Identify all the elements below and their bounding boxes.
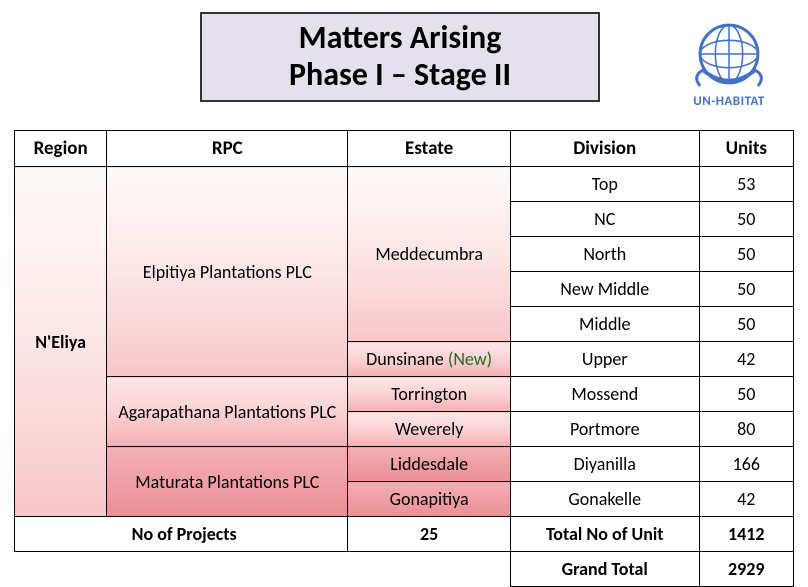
- cell-estate-4: Weverely: [348, 412, 511, 447]
- logo-label: UN-HABITAT: [674, 94, 784, 109]
- cell-units: 42: [699, 342, 793, 377]
- table-footer-row: No of Projects 25 Total No of Unit 1412: [15, 517, 794, 552]
- title-line-2: Phase I – Stage II: [212, 57, 588, 94]
- cell-estate-2: Dunsinane (New): [348, 342, 511, 377]
- cell-division: Portmore: [510, 412, 699, 447]
- cell-division: Gonakelle: [510, 482, 699, 517]
- cell-division: New Middle: [510, 272, 699, 307]
- cell-units: 53: [699, 167, 793, 202]
- cell-units: 50: [699, 272, 793, 307]
- cell-estate-3: Torrington: [348, 377, 511, 412]
- header-division: Division: [510, 131, 699, 167]
- cell-division: Middle: [510, 307, 699, 342]
- cell-region: N'Eliya: [15, 167, 107, 517]
- cell-rpc-2: Agarapathana Plantations PLC: [107, 377, 348, 447]
- cell-division: Mossend: [510, 377, 699, 412]
- header-region: Region: [15, 131, 107, 167]
- cell-division: Top: [510, 167, 699, 202]
- cell-units: 166: [699, 447, 793, 482]
- header-units: Units: [699, 131, 793, 167]
- grand-total-value: 2929: [699, 552, 793, 587]
- cell-division: North: [510, 237, 699, 272]
- title-line-1: Matters Arising: [212, 20, 588, 57]
- cell-estate-5: Liddesdale: [348, 447, 511, 482]
- cell-rpc-3: Maturata Plantations PLC: [107, 447, 348, 517]
- estate-name: Dunsinane: [366, 348, 448, 370]
- total-units-label: Total No of Unit: [510, 517, 699, 552]
- cell-units: 50: [699, 377, 793, 412]
- no-of-projects-label: No of Projects: [15, 517, 348, 552]
- cell-units: 50: [699, 237, 793, 272]
- un-habitat-icon: [691, 16, 767, 92]
- table-row: Agarapathana Plantations PLC Torrington …: [15, 377, 794, 412]
- table-footer-row: Grand Total 2929: [15, 552, 794, 587]
- table-row: N'Eliya Elpitiya Plantations PLC Meddecu…: [15, 167, 794, 202]
- cell-rpc-1: Elpitiya Plantations PLC: [107, 167, 348, 377]
- grand-total-label: Grand Total: [510, 552, 699, 587]
- cell-units: 80: [699, 412, 793, 447]
- table-header-row: Region RPC Estate Division Units: [15, 131, 794, 167]
- cell-division: Diyanilla: [510, 447, 699, 482]
- empty-cell: [15, 552, 511, 587]
- slide-title: Matters Arising Phase I – Stage II: [200, 12, 600, 102]
- estate-new-tag: (New): [448, 348, 492, 370]
- no-of-projects-value: 25: [348, 517, 511, 552]
- header-rpc: RPC: [107, 131, 348, 167]
- cell-division: Upper: [510, 342, 699, 377]
- un-habitat-logo: UN-HABITAT: [674, 16, 784, 109]
- cell-units: 50: [699, 307, 793, 342]
- cell-units: 42: [699, 482, 793, 517]
- data-table: Region RPC Estate Division Units N'Eliya…: [14, 130, 794, 587]
- header-estate: Estate: [348, 131, 511, 167]
- cell-units: 50: [699, 202, 793, 237]
- table-row: Maturata Plantations PLC Liddesdale Diya…: [15, 447, 794, 482]
- cell-estate-6: Gonapitiya: [348, 482, 511, 517]
- cell-estate-1: Meddecumbra: [348, 167, 511, 342]
- cell-division: NC: [510, 202, 699, 237]
- total-units-value: 1412: [699, 517, 793, 552]
